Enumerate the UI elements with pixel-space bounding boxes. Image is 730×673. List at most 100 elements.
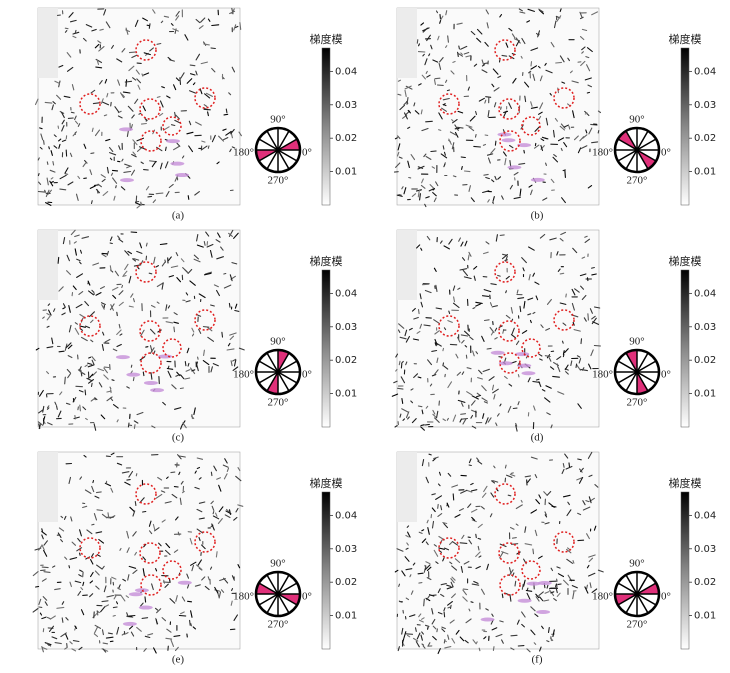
map-stroke [493,465,496,469]
map-stroke [47,303,51,306]
map-stroke [468,608,471,612]
map-stroke [561,197,566,204]
highlight-circle [494,261,516,283]
map-stroke [194,486,200,490]
map-stroke [428,53,431,57]
map-stroke [116,329,122,336]
map-stroke [52,101,56,105]
map-stroke [74,248,77,256]
highlight-circle [139,320,161,342]
map-stroke [195,121,202,126]
map-stroke [155,265,159,268]
map-stroke [570,360,573,367]
map-stroke [434,338,438,346]
map-stroke [186,347,190,354]
map-stroke [431,507,436,513]
map-stroke [128,625,134,630]
map-stroke [46,616,51,620]
map-stroke [144,118,148,122]
map-stroke [198,293,206,299]
map-stroke [128,305,134,308]
map-stroke [120,92,125,99]
highlight-circle [135,261,157,283]
map-stroke [457,110,464,114]
highlight-circle [498,542,520,564]
map-stroke [431,349,438,352]
map-stroke [458,508,464,512]
map-stroke [196,466,201,470]
map-stroke [434,77,441,80]
map-stroke [60,539,64,543]
map-stroke [492,388,499,394]
purple-marker [490,350,505,355]
map-stroke [433,197,437,203]
map-stroke [72,640,80,643]
map-stroke [546,412,551,416]
map-stroke [434,342,437,347]
map-stroke [209,249,213,258]
map-stroke [121,48,126,53]
map-stroke [451,541,459,546]
rose-spoke [258,138,298,162]
map-stroke [534,529,538,537]
map-stroke [136,137,145,142]
map-stroke [442,557,445,562]
map-stroke [410,400,414,404]
map-stroke [535,32,539,36]
map-stroke [445,45,448,48]
highlight-circle [438,537,460,559]
map-stroke [108,146,114,153]
map-stroke [61,312,66,316]
map-stroke [112,348,118,352]
map-stroke [494,175,497,181]
map-stroke [145,242,148,247]
map-stroke [548,502,555,508]
map-stroke [89,580,94,584]
highlight-circle [494,39,516,61]
map-stroke [432,457,437,462]
map-stroke [443,245,450,250]
map-stroke [452,175,457,178]
map-stroke [549,92,552,96]
map-stroke [518,162,526,165]
map-stroke [218,506,224,513]
map-stroke [191,333,195,337]
map-stroke [134,551,137,556]
map-stroke [38,598,42,606]
map-stroke [223,473,228,480]
map-stroke [168,578,171,583]
map-stroke [439,19,442,24]
map-stroke [37,173,40,177]
map-stroke [585,56,590,59]
map-stroke [437,611,443,615]
map-stroke [186,584,190,589]
map-stroke [557,573,565,578]
map-stroke [222,464,229,468]
map-stroke [78,261,82,265]
map-stroke [416,244,421,249]
map-stroke [91,523,95,526]
purple-marker [515,352,530,357]
map-stroke [425,120,433,123]
map-stroke [541,389,546,392]
map-stroke [74,115,77,121]
map-stroke [101,513,108,519]
map-stroke [471,519,477,523]
map-stroke [238,347,245,351]
map-stroke [426,235,431,241]
map-stroke [394,425,398,428]
map-stroke [534,474,538,479]
map-stroke [48,309,52,316]
map-stroke [41,530,47,536]
map-stroke [433,456,439,460]
map-stroke [152,523,156,531]
map-stroke [435,495,443,500]
map-stroke [530,189,533,196]
map-stroke [189,64,196,67]
map-stroke [237,504,244,507]
map-stroke [470,508,478,513]
purple-marker [507,165,522,170]
map-stroke [105,138,111,142]
map-stroke [471,583,480,586]
map-stroke [436,357,439,364]
